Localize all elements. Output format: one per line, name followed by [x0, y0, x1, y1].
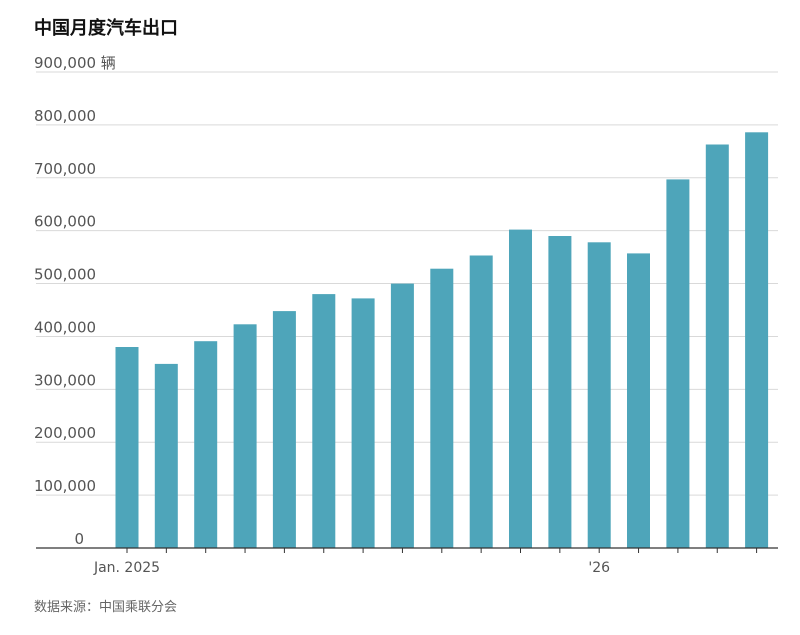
bar: [351, 298, 375, 548]
bar: [430, 268, 454, 548]
bar: [194, 341, 218, 548]
x-tick-label: '26: [588, 560, 610, 576]
y-tick-label: 300,000: [34, 371, 96, 389]
x-axis: Jan. 2025 '26: [36, 547, 778, 576]
bars: [115, 132, 769, 549]
y-tick-label: 400,000: [34, 318, 96, 336]
y-tick-label: 800,000: [34, 107, 96, 125]
source-note: 数据来源：中国乘联分会: [34, 600, 178, 615]
bar: [390, 283, 414, 548]
bar: [312, 294, 336, 548]
y-tick-label: 0: [74, 530, 84, 548]
y-tick-label: 100,000: [34, 477, 96, 495]
bar: [548, 236, 572, 548]
bar: [627, 253, 650, 548]
bar-chart: 0 100,000 200,000 300,000 400,000 500,000 600,…: [34, 54, 778, 576]
chart-title: 中国月度汽车出口: [34, 18, 178, 39]
bar: [469, 255, 493, 548]
x-tick-label: Jan. 2025: [93, 560, 160, 576]
y-axis-tick-labels: 0 100,000 200,000 300,000 400,000 500,000 600,…: [34, 54, 116, 548]
bar: [745, 132, 769, 549]
bar: [509, 229, 532, 548]
bar: [154, 363, 178, 548]
bar: [666, 179, 690, 548]
bar: [705, 144, 729, 548]
y-tick-label: 500,000: [34, 266, 96, 284]
bar: [115, 347, 139, 548]
bar: [233, 324, 257, 548]
y-tick-label: 900,000 辆: [34, 54, 116, 72]
y-tick-label: 600,000: [34, 213, 96, 231]
bar: [587, 242, 611, 549]
bar: [272, 311, 296, 548]
y-tick-label: 700,000: [34, 160, 96, 178]
y-tick-label: 200,000: [34, 424, 96, 442]
